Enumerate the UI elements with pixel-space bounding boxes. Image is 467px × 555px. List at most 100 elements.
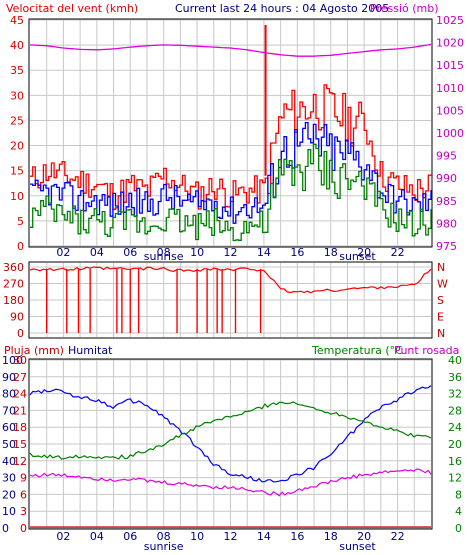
pressure-title: Pressió (mb): [370, 2, 439, 15]
rain-y-tick: 6: [20, 488, 27, 501]
rain-y-tick: 30: [13, 354, 27, 367]
wind-direction-line: [29, 266, 432, 294]
pressure-y-tick: 975: [436, 240, 457, 253]
pressure-y-tick: 1015: [436, 59, 464, 72]
compass-tick: W: [437, 278, 448, 291]
humidity-y-tick: 80: [2, 388, 16, 401]
direction-y-tick: 270: [3, 278, 24, 291]
temperature-y-tick: 20: [448, 438, 462, 451]
wind-y-tick: 25: [10, 114, 24, 127]
temperature-y-tick: 36: [448, 371, 462, 384]
temperature-line: [29, 401, 432, 460]
current-period-label: Current last 24 hours : 04 Agosto 2005: [175, 2, 389, 15]
direction-panel-frame: [28, 261, 433, 339]
pressure-y-tick: 1020: [436, 37, 464, 50]
dew-point-axis-title: Punt rosada: [394, 344, 459, 357]
x-tick-label: 12: [224, 246, 238, 259]
direction-y-tick: 180: [3, 294, 24, 307]
rain-y-tick: 0: [20, 522, 27, 535]
x-tick-label: 08: [157, 246, 171, 259]
humidity-y-tick: 40: [2, 455, 16, 468]
wind-y-tick: 15: [10, 165, 24, 178]
pressure-y-tick: 980: [436, 217, 457, 230]
temperature-y-tick: 16: [448, 455, 462, 468]
temperature-y-tick: 24: [448, 421, 462, 434]
x-tick-label: 12: [224, 530, 238, 543]
rain-y-tick: 12: [13, 455, 27, 468]
x-tick-label: 18: [324, 246, 338, 259]
humidity-y-tick: 0: [2, 522, 9, 535]
x-tick-label: 10: [190, 530, 204, 543]
wind-y-tick: 20: [10, 140, 24, 153]
humidity-axis-title: Humitat: [68, 344, 113, 357]
rain-y-tick: 21: [13, 404, 27, 417]
compass-tick: N: [437, 327, 445, 340]
sunset-label: sunset: [339, 540, 376, 553]
x-tick-label: 10: [190, 246, 204, 259]
humidity-y-tick: 20: [2, 488, 16, 501]
wind-panel-frame: [28, 18, 433, 248]
humidity-y-tick: 60: [2, 421, 16, 434]
humidity-y-tick: 70: [2, 404, 16, 417]
wind-y-tick: 40: [10, 39, 24, 52]
dew-point-line: [29, 468, 432, 497]
x-tick-label: 06: [123, 530, 137, 543]
x-tick-label: 16: [290, 246, 304, 259]
rain-y-tick: 18: [13, 421, 27, 434]
wind-y-tick: 10: [10, 190, 24, 203]
temperature-axis-title: Temperatura (°C: [311, 344, 403, 357]
x-tick-label: 14: [257, 246, 271, 259]
wind-y-tick: 45: [10, 14, 24, 27]
temperature-y-tick: 40: [448, 354, 462, 367]
humidity-line: [29, 385, 432, 483]
compass-tick: E: [437, 311, 444, 324]
climate-panel-frame: [28, 358, 433, 530]
temperature-y-tick: 28: [448, 404, 462, 417]
rain-y-tick: 27: [13, 371, 27, 384]
temperature-y-tick: 12: [448, 472, 462, 485]
compass-tick: S: [437, 294, 444, 307]
x-tick-label: 06: [123, 246, 137, 259]
pressure-y-tick: 985: [436, 195, 457, 208]
rain-y-tick: 15: [13, 438, 27, 451]
pressure-y-tick: 1005: [436, 104, 464, 117]
wind-y-tick: 5: [17, 215, 24, 228]
direction-y-tick: 90: [10, 311, 24, 324]
wind-title: Velocitat del vent (kmh): [6, 2, 138, 15]
temperature-y-tick: 8: [455, 488, 462, 501]
sunset-label: sunset: [339, 250, 376, 263]
rain-y-tick: 24: [13, 388, 27, 401]
compass-tick: N: [437, 261, 445, 274]
humidity-y-tick: 50: [2, 438, 16, 451]
wind-y-tick: 0: [17, 240, 24, 253]
pressure-y-tick: 1010: [436, 82, 464, 95]
x-tick-label: 04: [90, 530, 104, 543]
rain-y-tick: 9: [20, 472, 27, 485]
x-tick-label: 08: [157, 530, 171, 543]
x-tick-label: 04: [90, 246, 104, 259]
humidity-y-tick: 30: [2, 472, 16, 485]
temperature-y-tick: 32: [448, 388, 462, 401]
wind-min-line: [30, 143, 432, 242]
rain-axis-title: Pluja (mm): [4, 344, 64, 357]
pressure-line: [29, 43, 432, 57]
direction-y-tick: 0: [17, 327, 24, 340]
pressure-y-tick: 1025: [436, 14, 464, 27]
temperature-y-tick: 0: [455, 522, 462, 535]
humidity-y-tick: 10: [2, 505, 16, 518]
pressure-y-tick: 1000: [436, 127, 464, 140]
pressure-y-tick: 995: [436, 150, 457, 163]
x-tick-label: 20: [357, 246, 371, 259]
sunrise-label: sunrise: [144, 250, 184, 263]
x-tick-label: 18: [324, 530, 338, 543]
pressure-y-tick: 990: [436, 172, 457, 185]
humidity-y-tick: 90: [2, 371, 16, 384]
series-layer: [29, 25, 432, 528]
tick-label-layer: 0510152025303540459759809859909951000100…: [2, 14, 464, 553]
x-tick-label: 16: [290, 530, 304, 543]
temperature-y-tick: 4: [455, 505, 462, 518]
direction-y-tick: 360: [3, 261, 24, 274]
sunrise-label: sunrise: [144, 540, 184, 553]
